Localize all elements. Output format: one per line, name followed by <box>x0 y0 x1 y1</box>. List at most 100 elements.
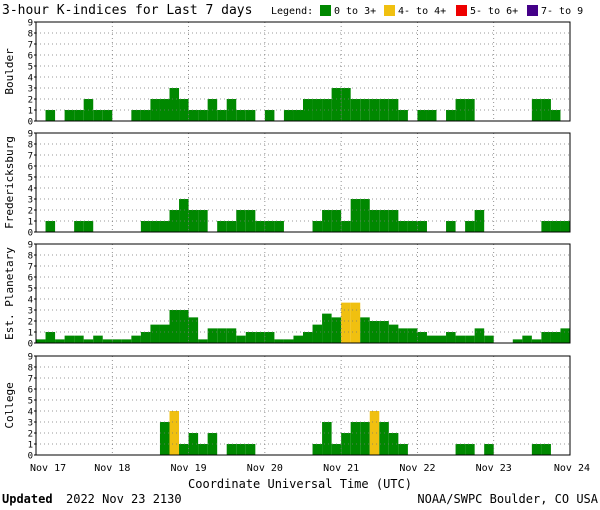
y-tick-label: 5 <box>28 397 33 407</box>
y-tick-label: 9 <box>28 130 33 140</box>
x-tick-label: Nov 19 <box>171 463 207 474</box>
k-bar <box>379 422 389 455</box>
k-bar <box>322 313 332 343</box>
x-tick-label: Nov 21 <box>323 463 359 474</box>
k-bar <box>121 339 132 343</box>
x-tick-label: Nov 20 <box>247 463 283 474</box>
panel-label: Boulder <box>3 48 16 95</box>
k-bar <box>217 328 227 343</box>
k-bar <box>474 210 485 232</box>
k-bar <box>474 328 485 343</box>
k-bar <box>360 199 370 232</box>
k-bar <box>159 221 170 232</box>
k-bar <box>169 88 180 121</box>
k-bar <box>236 335 246 343</box>
k-bar <box>274 339 284 343</box>
k-bar <box>131 110 141 121</box>
k-bar <box>217 221 227 232</box>
k-bar <box>150 221 160 232</box>
k-bar <box>388 210 399 232</box>
y-tick-label: 8 <box>28 30 33 40</box>
k-bar <box>255 221 265 232</box>
k-bar <box>322 422 332 455</box>
k-bar <box>531 339 542 343</box>
k-bar <box>398 328 408 343</box>
y-tick-label: 0 <box>28 229 33 239</box>
y-tick-label: 3 <box>28 307 33 317</box>
k-bar <box>312 444 323 455</box>
k-bar <box>322 210 332 232</box>
k-bar <box>102 339 113 343</box>
k-bar <box>312 324 323 343</box>
y-tick-label: 0 <box>28 452 33 462</box>
y-tick-label: 4 <box>28 408 33 418</box>
k-bar <box>331 88 342 121</box>
x-tick-label: Nov 22 <box>399 463 435 474</box>
k-bar <box>74 221 84 232</box>
y-tick-label: 5 <box>28 174 33 184</box>
x-tick-label: Nov 17 <box>30 463 66 474</box>
y-tick-label: 7 <box>28 41 33 51</box>
k-bar <box>264 221 275 232</box>
k-bar <box>198 339 208 343</box>
k-bar <box>236 444 246 455</box>
k-bar <box>188 210 199 232</box>
y-tick-label: 3 <box>28 419 33 429</box>
k-bar <box>550 221 561 232</box>
k-bar <box>350 422 361 455</box>
legend-label: Legend: <box>271 6 313 17</box>
k-bar <box>169 411 180 455</box>
y-tick-label: 7 <box>28 263 33 273</box>
k-bar <box>274 221 284 232</box>
y-tick-label: 9 <box>28 353 33 363</box>
k-bar <box>226 99 237 121</box>
k-bar <box>388 433 399 455</box>
y-tick-label: 9 <box>28 19 33 29</box>
k-bar <box>255 332 265 343</box>
y-tick-label: 3 <box>28 85 33 95</box>
k-bar <box>465 99 475 121</box>
y-tick-label: 3 <box>28 196 33 206</box>
k-bar <box>303 332 313 343</box>
k-bar <box>398 221 408 232</box>
k-bar <box>322 99 332 121</box>
k-bar <box>36 339 46 343</box>
updated-label: Updated <box>2 492 53 506</box>
k-bar <box>264 110 275 121</box>
k-bar <box>188 110 199 121</box>
k-bar <box>331 317 342 343</box>
y-tick-label: 2 <box>28 207 33 217</box>
k-bar <box>236 210 246 232</box>
k-bar <box>226 221 237 232</box>
k-bar <box>198 444 208 455</box>
legend-swatch <box>320 5 331 16</box>
k-bar <box>217 110 227 121</box>
y-tick-label: 4 <box>28 74 33 84</box>
x-tick-label: Nov 24 <box>554 463 590 474</box>
panel-label: Fredericksburg <box>3 136 16 229</box>
legend-swatch <box>384 5 395 16</box>
k-bar <box>484 444 494 455</box>
k-bar <box>436 335 447 343</box>
x-tick-label: Nov 18 <box>94 463 130 474</box>
k-bar <box>341 221 351 232</box>
k-bar <box>398 444 408 455</box>
k-bar <box>388 324 399 343</box>
y-tick-label: 8 <box>28 252 33 262</box>
k-bar <box>550 332 561 343</box>
k-bar <box>417 332 427 343</box>
k-bar <box>341 433 351 455</box>
k-bar <box>245 444 256 455</box>
k-bar <box>245 110 256 121</box>
k-bar <box>541 332 551 343</box>
x-axis-label: Coordinate Universal Time (UTC) <box>188 477 412 491</box>
k-bar <box>465 221 475 232</box>
k-bar <box>45 110 56 121</box>
y-tick-label: 6 <box>28 274 33 284</box>
y-tick-label: 1 <box>28 441 33 451</box>
k-bar <box>74 335 84 343</box>
